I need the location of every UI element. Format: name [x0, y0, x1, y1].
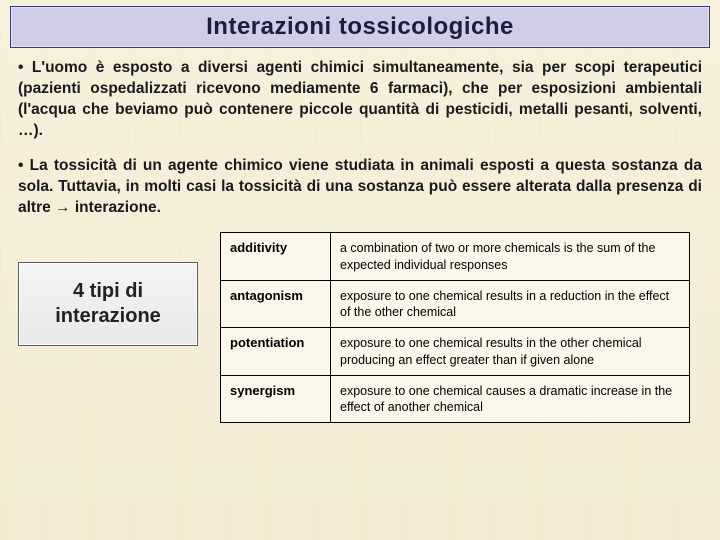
callout-box: 4 tipi di interazione — [18, 262, 198, 346]
table-row: potentiation exposure to one chemical re… — [221, 328, 690, 376]
interaction-table: additivity a combination of two or more … — [220, 232, 690, 423]
slide-title: Interazioni tossicologiche — [15, 13, 705, 41]
def-cell: exposure to one chemical causes a dramat… — [331, 375, 690, 423]
term-cell: potentiation — [221, 328, 331, 376]
term-cell: synergism — [221, 375, 331, 423]
lower-row: 4 tipi di interazione additivity a combi… — [18, 232, 710, 423]
table-row: antagonism exposure to one chemical resu… — [221, 280, 690, 328]
table-row: additivity a combination of two or more … — [221, 233, 690, 281]
def-cell: exposure to one chemical results in the … — [331, 328, 690, 376]
paragraph-1: • L'uomo è esposto a diversi agenti chim… — [18, 58, 702, 142]
term-cell: additivity — [221, 233, 331, 281]
title-bar: Interazioni tossicologiche — [10, 6, 710, 48]
def-cell: exposure to one chemical results in a re… — [331, 280, 690, 328]
def-cell: a combination of two or more chemicals i… — [331, 233, 690, 281]
term-cell: antagonism — [221, 280, 331, 328]
paragraph-2: • La tossicità di un agente chimico vien… — [18, 156, 702, 219]
table-row: synergism exposure to one chemical cause… — [221, 375, 690, 423]
